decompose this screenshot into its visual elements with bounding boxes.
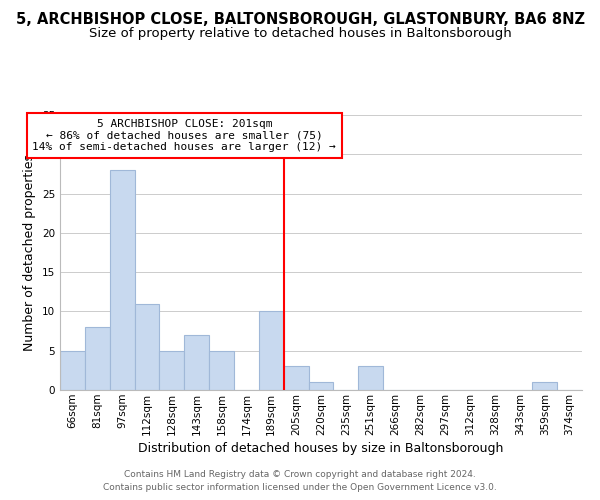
Bar [308, 382, 334, 390]
Bar [284, 366, 308, 390]
Bar [134, 304, 160, 390]
Text: 5, ARCHBISHOP CLOSE, BALTONSBOROUGH, GLASTONBURY, BA6 8NZ: 5, ARCHBISHOP CLOSE, BALTONSBOROUGH, GLA… [16, 12, 584, 28]
Bar [532, 382, 557, 390]
Text: Contains HM Land Registry data © Crown copyright and database right 2024.: Contains HM Land Registry data © Crown c… [124, 470, 476, 479]
Bar [85, 327, 110, 390]
Bar [259, 312, 284, 390]
Bar [60, 350, 85, 390]
Y-axis label: Number of detached properties: Number of detached properties [23, 154, 37, 351]
Bar [209, 350, 234, 390]
Bar [184, 335, 209, 390]
Bar [160, 350, 184, 390]
Bar [358, 366, 383, 390]
Text: Contains public sector information licensed under the Open Government Licence v3: Contains public sector information licen… [103, 484, 497, 492]
Text: Size of property relative to detached houses in Baltonsborough: Size of property relative to detached ho… [89, 28, 511, 40]
X-axis label: Distribution of detached houses by size in Baltonsborough: Distribution of detached houses by size … [139, 442, 503, 455]
Text: 5 ARCHBISHOP CLOSE: 201sqm
← 86% of detached houses are smaller (75)
14% of semi: 5 ARCHBISHOP CLOSE: 201sqm ← 86% of deta… [32, 119, 336, 152]
Bar [110, 170, 134, 390]
